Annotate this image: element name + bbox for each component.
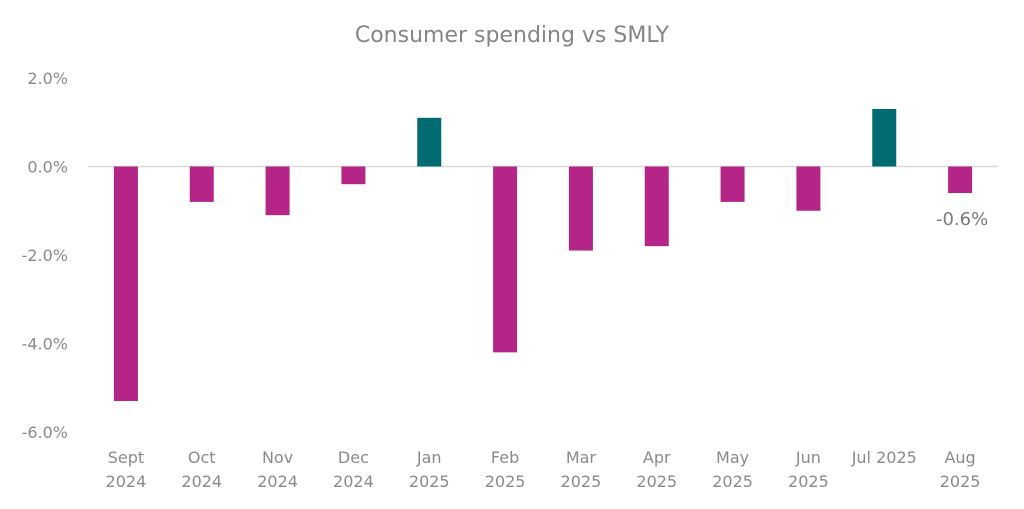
bar-aug-2025 [948,166,973,194]
x-tick-line: Mar [566,448,597,467]
y-axis: 2.0% 0.0% -2.0% -4.0% -6.0% [22,69,68,442]
x-tick-label: Feb 2025 [485,448,526,491]
x-tick-line: Nov [262,448,293,467]
x-tick-line: Feb [491,448,519,467]
x-tick-line: Jun [795,448,821,467]
x-tick-line: 2024 [333,472,374,491]
x-tick-label: Apr 2025 [636,448,677,491]
bar-dec-2024 [341,166,366,185]
bar-jan-2025 [417,117,442,167]
x-tick-line: Apr [643,448,671,467]
x-tick-label: May 2025 [712,448,753,491]
bar-jul-2025 [872,108,897,167]
y-tick-label: -2.0% [22,246,68,265]
data-label: -0.6% [936,209,988,230]
x-tick-label: Jun 2025 [788,448,829,491]
bar-sept-2024 [113,166,138,402]
y-tick-label: 2.0% [27,69,68,88]
x-tick-label: Dec 2024 [333,448,374,491]
bar-may-2025 [720,166,745,202]
x-tick-line: 2024 [106,472,147,491]
x-tick-label: Oct 2024 [181,448,222,491]
x-tick-line: Aug [944,448,975,467]
x-tick-line: 2024 [257,472,298,491]
chart-title: Consumer spending vs SMLY [355,23,670,48]
y-tick-label: 0.0% [27,158,68,177]
x-tick-line: 2025 [485,472,526,491]
x-tick-line: 2024 [181,472,222,491]
x-tick-label: Sept 2024 [106,448,147,491]
y-tick-label: -4.0% [22,335,68,354]
x-tick-label: Nov 2024 [257,448,298,491]
y-tick-label: -6.0% [22,423,68,442]
x-tick-line: Oct [188,448,216,467]
bar-oct-2024 [189,166,214,202]
x-tick-line: 2025 [636,472,677,491]
x-tick-label: Jan 2025 [409,448,450,491]
x-tick-label: Jul 2025 [851,448,917,467]
bar-mar-2025 [568,166,593,251]
x-tick-label: Aug 2025 [940,448,981,491]
x-tick-line: May [716,448,749,467]
x-tick-line: Dec [338,448,369,467]
x-tick-line: Sept [108,448,144,467]
x-tick-line: 2025 [712,472,753,491]
x-tick-line: 2025 [561,472,602,491]
bar-feb-2025 [493,166,518,353]
bar-jun-2025 [796,166,821,211]
x-tick-line: Jul 2025 [851,448,917,467]
x-tick-label: Mar 2025 [561,448,602,491]
bar-apr-2025 [644,166,669,247]
x-tick-line: Jan [416,448,442,467]
data-labels: -0.6% [936,209,988,230]
x-axis: Sept 2024 Oct 2024 Nov 2024 Dec 2024 Jan 2025 Feb 2… [106,448,981,491]
bars-group [113,108,973,402]
x-tick-line: 2025 [409,472,450,491]
bar-nov-2024 [265,166,290,216]
x-tick-line: 2025 [788,472,829,491]
x-tick-line: 2025 [940,472,981,491]
